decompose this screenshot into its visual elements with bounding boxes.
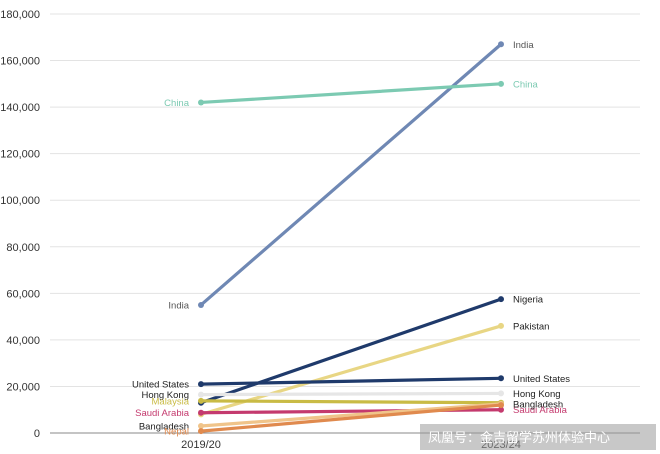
series-lines (198, 41, 504, 435)
data-point (198, 428, 204, 435)
data-point (198, 423, 204, 430)
data-point (498, 296, 504, 303)
y-tick-label: 120,000 (0, 149, 40, 161)
series-line (199, 403, 503, 433)
y-tick-label: 80,000 (6, 242, 40, 254)
series-line (199, 376, 503, 386)
x-tick-label: 2019/20 (181, 439, 221, 451)
data-point (198, 301, 204, 308)
series-start-label: China (164, 98, 190, 109)
y-tick-label: 60,000 (6, 288, 40, 300)
y-tick-label: 100,000 (0, 195, 40, 207)
y-tick-label: 160,000 (0, 56, 40, 68)
y-tick-label: 140,000 (0, 102, 40, 114)
series-start-label: Nepal (164, 427, 189, 438)
y-tick-label: 40,000 (6, 335, 40, 347)
data-point (498, 80, 504, 87)
watermark-background (420, 424, 656, 450)
series-line (199, 42, 503, 307)
data-point (498, 390, 504, 397)
series-line (199, 402, 503, 428)
gridlines (50, 13, 640, 434)
data-point (498, 402, 504, 409)
y-axis: 0 20,000 40,000 60,000 80,000 100,000 120,000 1… (0, 9, 40, 440)
data-point (498, 406, 504, 413)
series-end-label: United States (513, 374, 570, 385)
y-tick-label: 180,000 (0, 9, 40, 21)
series-start-label: Hong Kong (141, 390, 189, 401)
series-start-label: United States (132, 380, 189, 391)
series-start-label: Saudi Arabia (135, 408, 190, 419)
watermark-text: 凤凰号：金吉留学苏州体验中心 (428, 430, 610, 446)
data-point (498, 375, 504, 382)
series-end-label: China (513, 79, 539, 90)
series-line (199, 82, 503, 105)
series-end-label: Pakistan (513, 321, 549, 332)
data-point (198, 409, 204, 416)
series-start-label: India (168, 300, 189, 311)
series-end-label: Bangladesh (513, 399, 563, 410)
data-point (198, 381, 204, 388)
data-point (498, 322, 504, 329)
series-line (199, 391, 503, 397)
series-line (199, 399, 503, 405)
series-end-label: India (513, 40, 534, 51)
data-point (198, 99, 204, 106)
series-labels: India India China China Nigeria Pakistan Unite… (132, 40, 570, 438)
series-start-label: Bangladesh (139, 422, 189, 433)
data-point (498, 41, 504, 48)
y-tick-label: 0 (34, 428, 40, 440)
watermark: 凤凰号：金吉留学苏州体验中心 (420, 424, 656, 450)
series-end-label: Hong Kong (513, 389, 561, 400)
series-start-label: Malaysia (152, 396, 190, 407)
series-line (199, 297, 503, 405)
y-tick-label: 20,000 (6, 381, 40, 393)
series-end-label: Nigeria (513, 295, 544, 306)
data-point (198, 391, 204, 398)
series-end-label: Saudi Arabia (513, 405, 568, 416)
data-point (198, 397, 204, 404)
